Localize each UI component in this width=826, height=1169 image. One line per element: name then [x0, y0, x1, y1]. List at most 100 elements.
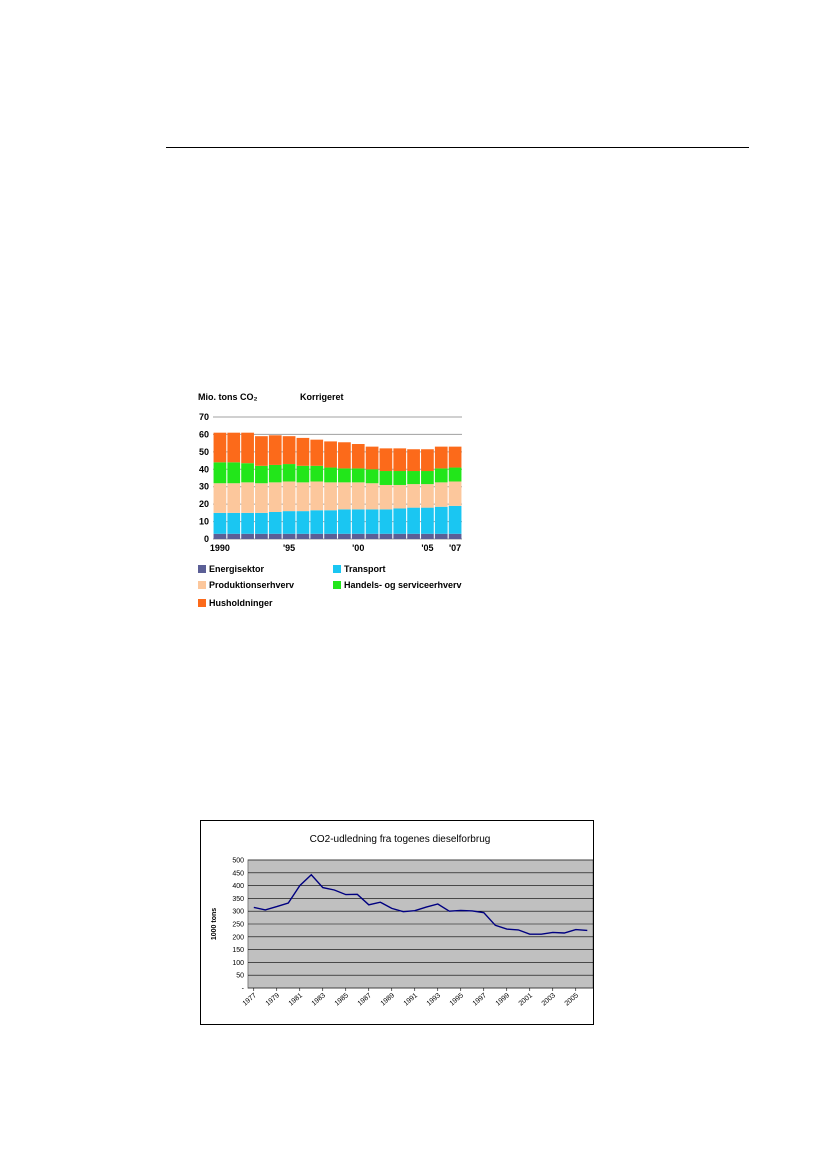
chart1-bar-segment-4 [296, 465, 310, 483]
line-chart-frame: CO2-udledning fra togenes dieselforbrug -… [200, 820, 594, 1025]
chart1-bar-segment-1 [421, 533, 434, 539]
chart1-bar-segment-2 [421, 507, 434, 534]
chart1-bar-segment-1 [310, 533, 324, 539]
chart1-bar-segment-3 [227, 483, 241, 513]
chart1-bar-segment-1 [379, 533, 393, 539]
chart1-bar-segment-4 [448, 467, 462, 482]
chart2-xtick-label: 1995 [449, 992, 466, 1007]
chart1-bar-segment-2 [448, 505, 462, 534]
chart1-bar-segment-3 [282, 481, 296, 512]
chart1-bar-segment-4 [434, 468, 448, 483]
chart1-bar-segment-3 [338, 482, 351, 510]
chart2-series-line [253, 873, 588, 935]
chart1-bar-segment-1 [296, 533, 310, 539]
line-chart: CO2-udledning fra togenes dieselforbrug -… [211, 834, 593, 1008]
chart1-legend-label: Energisektor [209, 564, 265, 574]
chart1-xtick-label: 1990 [210, 543, 230, 553]
chart1-bar-segment-1 [282, 533, 296, 539]
chart1-bar-segment-4 [324, 467, 337, 483]
chart2-xtick-label: 1981 [288, 992, 305, 1007]
chart1-ytick-label: 60 [199, 429, 209, 439]
chart1-bar-segment-5 [268, 435, 282, 465]
chart2-xtick-label: 1991 [403, 992, 420, 1007]
chart2-ytick-label: 100 [232, 960, 244, 967]
chart1-bar-segment-5 [351, 444, 365, 469]
chart1-bar-segment-2 [324, 510, 337, 534]
chart1-bar-segment-1 [268, 533, 282, 539]
chart1-bar-segment-1 [241, 533, 254, 539]
chart1-bar-segment-4 [338, 468, 351, 483]
chart1-bar-segment-5 [296, 437, 310, 466]
chart1-bar-segment-4 [268, 464, 282, 483]
chart2-xtick-label: 1989 [380, 992, 397, 1007]
chart2-xtick-label: 2005 [564, 992, 581, 1007]
chart2-xtick-label: 1985 [334, 992, 351, 1007]
chart1-bar-segment-5 [338, 442, 351, 469]
chart1-bar-segment-2 [268, 511, 282, 534]
chart1-bar-segment-4 [379, 471, 393, 485]
chart1-legend-label: Husholdninger [209, 598, 273, 608]
chart1-bar-segment-4 [393, 471, 407, 485]
chart1-bar-segment-2 [255, 512, 268, 534]
chart2-xtick-label: 1979 [265, 992, 282, 1007]
chart1-title-right: Korrigeret [300, 392, 344, 402]
chart1-bar-segment-5 [379, 448, 393, 472]
chart2-ytick-label: - [242, 986, 245, 993]
chart2-ytick-label: 200 [232, 934, 244, 941]
chart1-bar-segment-1 [227, 533, 241, 539]
chart1-bar-segment-3 [407, 484, 420, 508]
chart1-bar-segment-3 [448, 481, 462, 506]
chart1-bar-segment-2 [227, 512, 241, 534]
chart1-bar-segment-2 [407, 507, 420, 534]
chart1-bar-segment-4 [310, 465, 324, 482]
chart1-ytick-label: 50 [199, 447, 209, 457]
chart1-bar-segment-5 [227, 432, 241, 463]
chart1-bar-segment-2 [241, 512, 254, 534]
chart1-bar-segment-3 [351, 482, 365, 510]
chart1-bar-segment-2 [434, 506, 448, 534]
chart1-bar-segment-1 [324, 533, 337, 539]
chart2-ytick-label: 150 [232, 947, 244, 954]
chart1-bar-segment-1 [365, 533, 379, 539]
chart2-ytick-label: 500 [232, 858, 244, 865]
chart2-ytick-label: 50 [236, 973, 244, 980]
header-rule [166, 147, 749, 148]
chart1-bar-segment-5 [365, 446, 379, 470]
chart1-bar-segment-3 [310, 481, 324, 511]
chart1-legend-swatch [198, 599, 206, 607]
chart1-bar-segment-2 [310, 510, 324, 534]
chart1-bar-segment-3 [255, 483, 268, 513]
chart1-bar-segment-5 [213, 432, 227, 463]
chart1-bar-segment-3 [324, 482, 337, 511]
chart1-bar-segment-5 [434, 446, 448, 469]
chart2-ylabel: 1000 tons [211, 908, 218, 940]
chart2-xtick-label: 2001 [518, 992, 535, 1007]
chart1-bar-segment-4 [351, 468, 365, 483]
chart1-xtick-label: '05 [421, 543, 433, 553]
chart1-bar-segment-2 [379, 509, 393, 534]
chart1-bar-segment-5 [407, 449, 420, 472]
chart1-bar-segment-3 [365, 483, 379, 510]
chart1-bar-segment-4 [227, 462, 241, 484]
chart1-xtick-label: '95 [283, 543, 295, 553]
chart2-xtick-label: 1993 [426, 992, 443, 1007]
chart1-bar-segment-1 [338, 533, 351, 539]
chart1-legend-label: Produktionserhverv [209, 580, 294, 590]
chart1-title-left: Mio. tons CO₂ [198, 392, 258, 402]
chart1-bar-segment-4 [365, 469, 379, 484]
chart2-ytick-label: 250 [232, 922, 244, 929]
chart1-bar-segment-4 [241, 463, 254, 483]
chart1-bar-segment-2 [282, 511, 296, 534]
chart1-bar-segment-4 [255, 465, 268, 484]
chart1-bar-segment-2 [213, 512, 227, 534]
chart1-bar-segment-2 [365, 509, 379, 534]
chart2-xtick-label: 1999 [495, 992, 512, 1007]
chart1-xtick-label: '07 [449, 543, 461, 553]
chart1-bar-segment-1 [393, 533, 407, 539]
chart2-title: CO2-udledning fra togenes dieselforbrug [310, 834, 491, 845]
chart1-bar-segment-3 [379, 484, 393, 510]
chart2-xtick-label: 1977 [242, 992, 259, 1007]
chart1-bar-segment-4 [213, 462, 227, 484]
chart1-bar-segment-1 [448, 533, 462, 539]
chart2-xtick-label: 1997 [472, 992, 489, 1007]
